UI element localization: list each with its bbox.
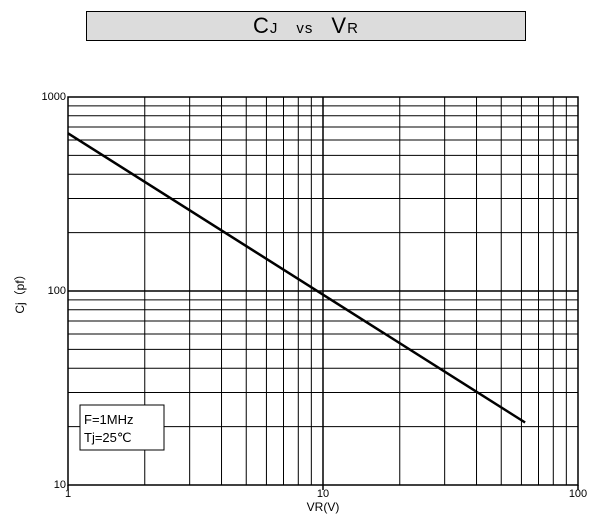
annotation-temperature: Tj=25℃ (84, 430, 131, 445)
chart-title: CJ vs VR (253, 13, 359, 39)
y-axis-label: Cj（pf） (13, 268, 27, 313)
y-tick-label: 100 (48, 285, 66, 297)
title-c: C (253, 13, 270, 38)
y-tick-label: 1000 (42, 91, 66, 103)
x-tick-label: 10 (317, 488, 329, 500)
x-tick-label: 1 (65, 488, 71, 500)
x-tick-label: 100 (569, 488, 587, 500)
title-r: R (347, 20, 359, 37)
title-vs: vs (296, 20, 314, 37)
chart-title-box: CJ vs VR (86, 11, 526, 41)
series-layer (67, 132, 526, 424)
title-j: J (269, 20, 279, 37)
annotation-frequency: F=1MHz (84, 412, 133, 427)
y-tick-label: 10 (54, 479, 66, 491)
capacitance-curve (67, 132, 526, 424)
x-axis-label: VR(V) (307, 500, 340, 514)
annotation-frame (79, 404, 165, 451)
plot-frame (67, 96, 579, 486)
title-v: V (331, 13, 348, 38)
annotation-box: F=1MHz Tj=25℃ (79, 404, 165, 451)
